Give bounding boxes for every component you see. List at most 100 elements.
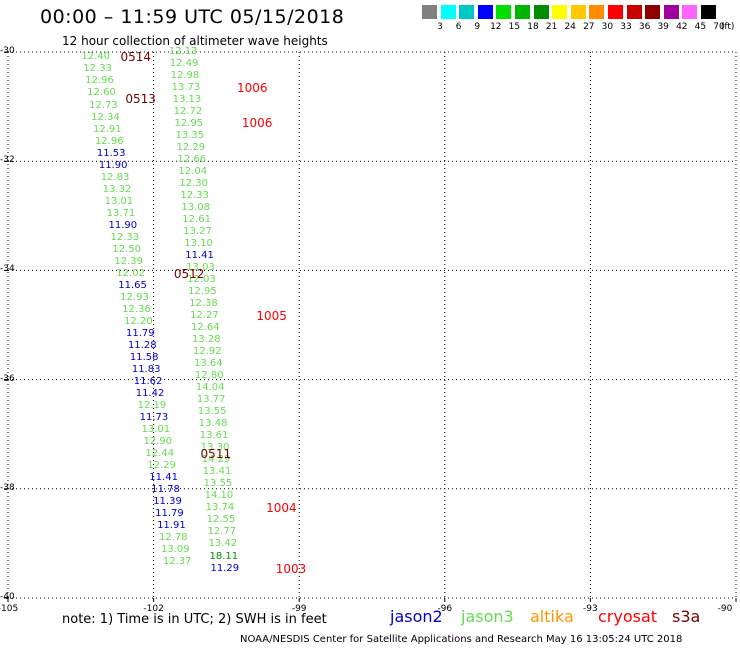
wave-height-label: 12.95: [174, 118, 204, 130]
pass-time-marker: 1004: [266, 501, 297, 516]
pass-time-marker: 0512: [173, 266, 205, 281]
wave-height-label: 12.90: [143, 435, 173, 447]
wave-height-label: 12.44: [145, 447, 175, 459]
wave-height-label: 13.01: [141, 423, 171, 435]
color-scale-label: 36: [638, 22, 651, 32]
wave-height-label: 12.40: [81, 51, 110, 63]
lon-tick-label: -90: [717, 604, 733, 614]
wave-height-label: 12.78: [159, 531, 188, 543]
wave-height-label: 12.60: [87, 87, 116, 99]
wave-height-label: 12.37: [162, 555, 192, 567]
color-swatch: [663, 5, 679, 19]
wave-height-label: 11.90: [98, 159, 128, 171]
wave-height-label: 12.95: [188, 286, 217, 298]
legend-item-jason3: jason3: [461, 607, 514, 626]
color-swatch: [440, 5, 456, 19]
wave-height-label: 11.58: [129, 351, 159, 363]
wave-height-label: 13.03: [186, 262, 215, 274]
wave-height-label: 12.33: [110, 231, 140, 243]
wave-height-label: 12.38: [189, 298, 218, 310]
wave-height-label: 12.33: [180, 190, 209, 202]
wave-height-label: 12.20: [124, 315, 153, 327]
wave-height-label: 12.50: [112, 243, 142, 255]
map-subtitle: 12 hour collection of altimeter wave hei…: [62, 34, 328, 48]
wave-height-label: 13.28: [192, 334, 221, 346]
wave-height-label: 11.83: [131, 363, 161, 375]
color-scale-label: 70: [713, 22, 725, 32]
color-scale-label: 6: [455, 22, 462, 32]
wave-height-label: 11.90: [108, 219, 138, 231]
wave-height-label: 11.79: [155, 507, 184, 519]
color-swatch: [626, 5, 642, 19]
wave-height-label: 12.92: [192, 346, 222, 358]
wave-height-label: 13.10: [184, 238, 213, 250]
wave-height-label: 12.04: [178, 166, 208, 178]
wave-height-label: 13.48: [198, 418, 228, 430]
wave-height-label: 13.41: [202, 466, 232, 478]
wave-height-label: 13.73: [171, 82, 201, 94]
color-swatch: [515, 5, 530, 19]
pass-time-marker: 0514: [120, 50, 152, 65]
wave-height-label: 11.78: [151, 483, 180, 495]
wave-height-label: 12.61: [182, 214, 211, 226]
wave-height-label: 13.09: [160, 543, 190, 555]
pass-time-marker: 0513: [125, 91, 156, 106]
color-scale-label: 33: [620, 22, 632, 32]
wave-height-label: 12.34: [91, 111, 120, 123]
legend-item-cryosat: cryosat: [598, 607, 658, 626]
wave-height-label: 13.35: [175, 130, 205, 142]
wave-height-label: 13.42: [208, 538, 238, 550]
color-scale-label: 24: [564, 22, 576, 32]
wave-height-label: 12.96: [94, 135, 124, 147]
color-scale-label: 42: [676, 22, 688, 32]
wave-height-label: 12.29: [176, 142, 206, 154]
wave-height-label: 12.03: [187, 274, 216, 286]
wave-height-label: 12.39: [114, 255, 143, 267]
wave-height-label: 11.79: [126, 327, 155, 339]
lat-tick-label: -36: [0, 373, 15, 384]
wave-height-label: 12.33: [83, 63, 112, 75]
color-scale-label: 15: [508, 22, 521, 32]
wave-height-label: 13.32: [102, 183, 132, 195]
color-swatch: [459, 5, 475, 19]
color-swatch: [570, 5, 586, 19]
color-scale-label: 12: [490, 22, 502, 32]
map-title: 00:00 – 11:59 UTC 05/15/2018: [40, 6, 345, 28]
lon-tick-label: -93: [583, 604, 598, 614]
color-swatch: [645, 5, 661, 19]
wave-height-label: 13.27: [183, 226, 212, 238]
wave-height-label: 14.29: [201, 454, 231, 466]
color-swatch: [682, 5, 698, 19]
lon-tick-label: -105: [0, 604, 19, 614]
color-scale-label: 9: [474, 22, 481, 32]
lon-tick-label: -99: [291, 604, 307, 614]
wave-height-label: 13.30: [200, 442, 230, 454]
lat-tick-label: -30: [0, 46, 15, 56]
legend-item-s3a: s3a: [672, 607, 701, 626]
credit-line: NOAA/NESDIS Center for Satellite Applica…: [240, 634, 683, 645]
lat-tick-label: -32: [0, 155, 15, 166]
wave-height-label: 12.83: [100, 171, 130, 183]
wave-height-label: 12.27: [190, 310, 219, 322]
wave-height-label: 13.74: [205, 502, 235, 514]
wave-height-label: 12.55: [206, 514, 236, 526]
wave-height-label: 11.53: [96, 147, 126, 159]
lon-tick-label: -102: [143, 604, 164, 614]
wave-height-label: 13.13: [172, 94, 202, 106]
wave-height-label: 11.29: [210, 562, 240, 574]
color-swatch: [477, 5, 493, 19]
wave-height-label: 12.77: [207, 526, 237, 538]
wave-height-label: 12.98: [170, 70, 200, 82]
color-scale-unit: (ft): [720, 22, 735, 32]
color-scale-label: 27: [583, 22, 595, 32]
wave-height-label: 11.42: [135, 387, 165, 399]
wave-height-label: 13.55: [203, 478, 233, 490]
wave-height-label: 12.64: [191, 322, 220, 334]
wave-height-label: 12.30: [179, 178, 209, 190]
wave-height-label: 13.08: [181, 202, 210, 214]
legend-item-altika: altika: [530, 607, 574, 626]
wave-height-label: 12.96: [85, 75, 114, 87]
color-scale-label: 30: [601, 22, 614, 32]
color-scale-label: 18: [527, 22, 539, 32]
